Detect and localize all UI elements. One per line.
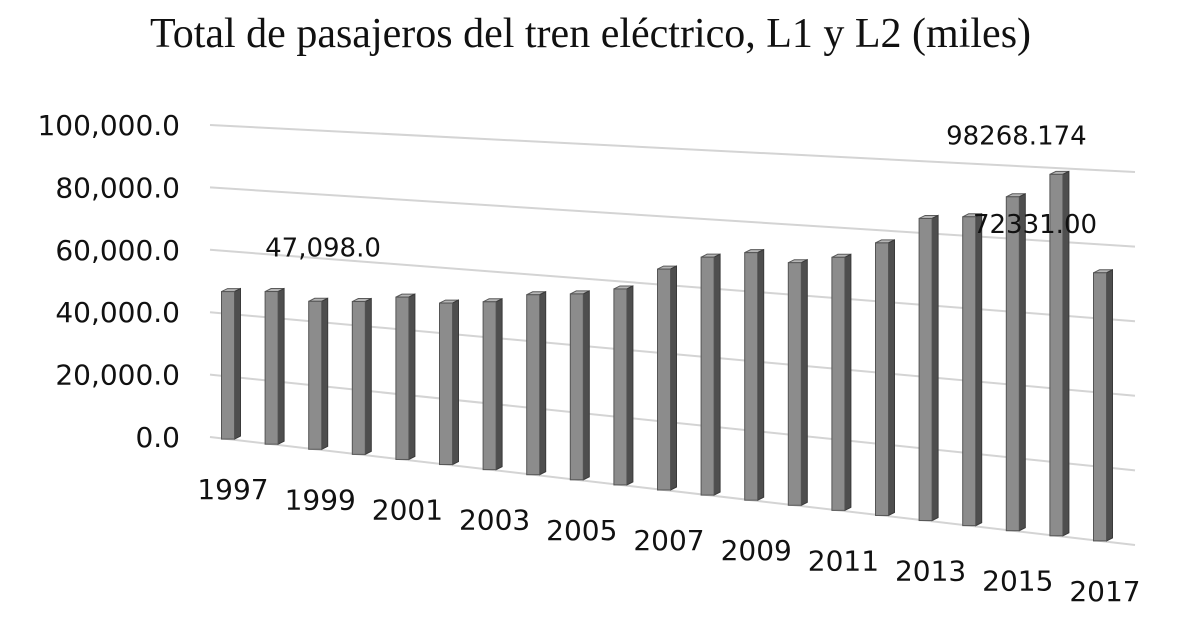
y-tick-label: 20,000.0 xyxy=(55,359,180,392)
y-tick-label: 100,000.0 xyxy=(37,109,180,142)
bar xyxy=(482,297,503,471)
bar-side xyxy=(234,287,241,440)
bar xyxy=(264,287,285,446)
gridline xyxy=(209,436,1136,546)
bar xyxy=(1005,193,1026,532)
bar-front xyxy=(1005,196,1020,532)
data-label: 98268.174 xyxy=(946,121,1087,151)
bar-side xyxy=(364,297,372,456)
bar-side xyxy=(757,248,765,501)
bar-side xyxy=(626,285,634,486)
bar-front xyxy=(657,268,671,491)
bar-side xyxy=(321,297,329,451)
bar-front xyxy=(613,288,628,486)
x-tick-label: 2009 xyxy=(721,534,792,567)
bar-side xyxy=(800,258,808,507)
bar xyxy=(221,287,241,440)
bar xyxy=(439,299,459,466)
bars xyxy=(221,170,1113,542)
x-tick-label: 2007 xyxy=(633,524,704,557)
y-tick-label: 0.0 xyxy=(135,421,180,454)
bar-side xyxy=(975,212,983,527)
bar-side xyxy=(408,293,416,461)
bar xyxy=(700,253,721,496)
bar-side xyxy=(582,290,590,481)
bar xyxy=(744,248,765,501)
bar-front xyxy=(700,256,715,496)
y-tick-label: 40,000.0 xyxy=(55,296,180,329)
bar-front xyxy=(1093,272,1107,542)
bar-side xyxy=(495,297,503,471)
bar xyxy=(787,258,808,507)
bar-front xyxy=(875,242,889,516)
data-label: 72331.00 xyxy=(973,210,1097,240)
bar-side xyxy=(888,239,895,517)
x-tick-label: 2013 xyxy=(895,555,966,588)
bar-front xyxy=(351,301,366,455)
bar-side xyxy=(452,299,459,466)
bar xyxy=(569,290,590,481)
bar-front xyxy=(831,256,846,511)
bar-side xyxy=(1018,193,1026,532)
bar-front xyxy=(308,300,323,450)
y-axis-ticks: 0.0 20,000.0 40,000.0 60,000.0 80,000.0 100,0… xyxy=(37,109,180,454)
bar xyxy=(613,285,634,486)
data-labels: 47,098.0 98268.174 72331.00 xyxy=(265,121,1097,263)
bar-front xyxy=(962,216,977,527)
bar-side xyxy=(844,253,852,512)
bar-front xyxy=(744,252,759,501)
bar xyxy=(1093,268,1113,542)
bar-front xyxy=(918,217,933,522)
bar xyxy=(962,212,983,527)
bar-front xyxy=(264,291,279,445)
bar xyxy=(308,297,329,451)
bar-front xyxy=(526,294,541,476)
bar-front xyxy=(439,302,453,466)
x-tick-label: 2005 xyxy=(546,514,617,547)
bar xyxy=(351,297,372,456)
y-tick-label: 60,000.0 xyxy=(55,234,180,267)
bar-side xyxy=(670,265,677,491)
bar-front xyxy=(395,296,410,460)
x-tick-label: 2003 xyxy=(459,504,530,537)
bar xyxy=(657,265,677,491)
gridline xyxy=(209,124,1136,173)
bar-front xyxy=(482,301,497,471)
x-tick-label: 1999 xyxy=(285,483,356,516)
bar-side xyxy=(713,253,721,496)
bar-front xyxy=(569,293,584,481)
bar-side xyxy=(1106,268,1113,542)
x-axis-ticks: 1997 1999 2001 2003 2005 2007 2009 2011 2013 2015… xyxy=(197,473,1140,608)
bar-side xyxy=(539,290,547,476)
y-tick-label: 80,000.0 xyxy=(55,171,180,204)
bar xyxy=(875,239,895,517)
bar-front xyxy=(1049,173,1064,537)
bar-side xyxy=(277,287,285,446)
bar xyxy=(1049,170,1070,537)
bar xyxy=(526,290,547,476)
x-tick-label: 2015 xyxy=(982,565,1053,598)
chart-title: Total de pasajeros del tren eléctrico, L… xyxy=(149,11,1032,57)
bar xyxy=(918,214,939,522)
bar xyxy=(831,253,852,512)
x-tick-label: 2017 xyxy=(1069,575,1140,608)
bar-side xyxy=(931,214,939,522)
x-tick-label: 1997 xyxy=(197,473,268,506)
data-label: 47,098.0 xyxy=(265,234,381,264)
x-tick-label: 2011 xyxy=(808,544,879,577)
x-tick-label: 2001 xyxy=(372,493,443,526)
bar xyxy=(395,293,416,461)
bar-front xyxy=(787,262,802,506)
bar-front xyxy=(221,291,235,440)
